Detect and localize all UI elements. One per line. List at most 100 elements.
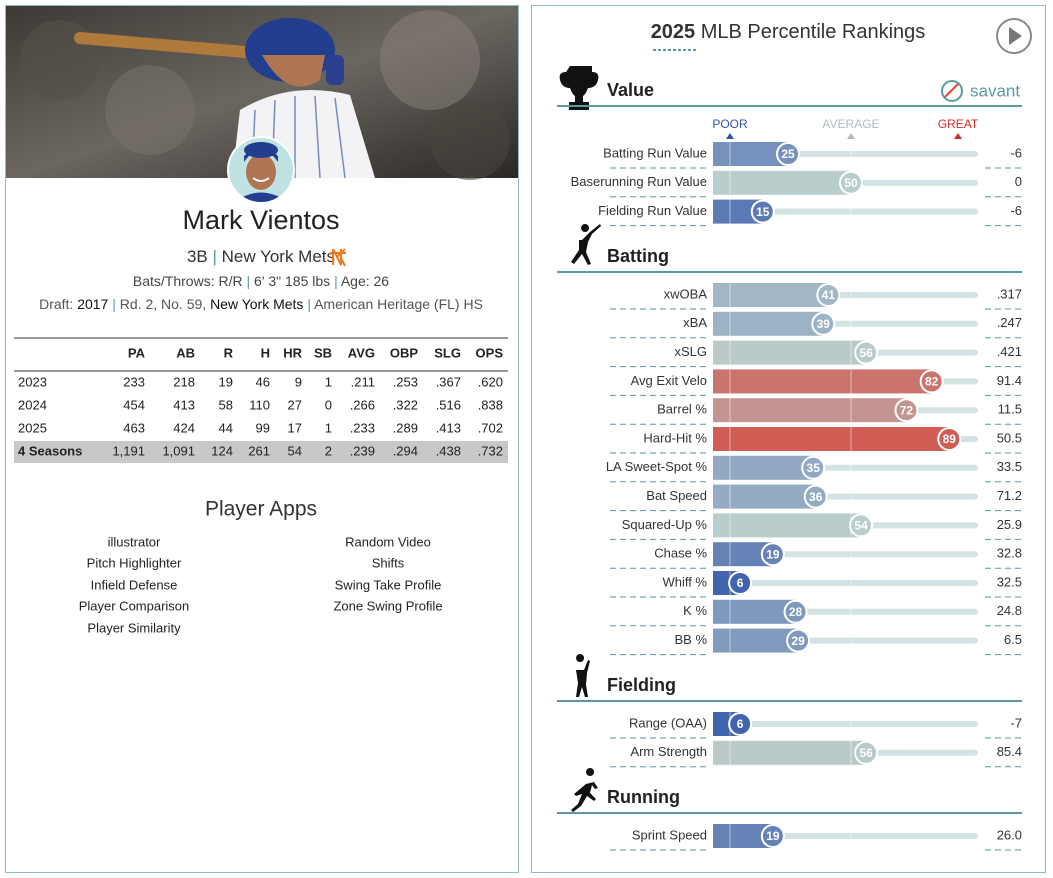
position: 3B — [187, 247, 208, 266]
stat-cell: .322 — [393, 397, 418, 412]
metric-label: LA Sweet-Spot % — [606, 459, 708, 474]
app-link[interactable]: Player Comparison — [79, 598, 190, 613]
metric-value: 33.5 — [997, 459, 1022, 474]
app-link[interactable]: illustrator — [108, 534, 161, 549]
percentile-dot — [801, 455, 826, 480]
stat-cell: 19 — [219, 374, 233, 389]
stat-cell: 27 — [288, 397, 302, 412]
percentile-bar — [713, 599, 796, 624]
stat-cell: 54 — [288, 443, 302, 458]
percentile-dot — [854, 740, 879, 765]
player-draft: Draft: 2017 | Rd. 2, No. 59, New York Me… — [39, 296, 483, 312]
section-title: Fielding — [607, 675, 676, 695]
percentile-dot — [783, 599, 808, 624]
percentile-label: 35 — [807, 461, 821, 475]
scale-label: POOR — [712, 117, 748, 131]
percentile-dot — [760, 542, 785, 567]
percentile-label: 56 — [859, 346, 873, 360]
stat-cell: .253 — [393, 374, 418, 389]
height-weight: 6' 3" 185 lbs — [254, 273, 330, 289]
percentile-dot — [919, 369, 944, 394]
column-header: HR — [283, 345, 302, 360]
column-header: AB — [176, 345, 195, 360]
stat-cell: .239 — [350, 443, 375, 458]
percentile-bar — [713, 427, 950, 451]
draft-year: 2017 — [77, 296, 108, 312]
metric-value: 32.5 — [997, 574, 1022, 589]
percentile-dot — [811, 311, 836, 336]
column-header: AVG — [348, 345, 375, 360]
column-header: SB — [314, 345, 332, 360]
stat-cell: 0 — [325, 397, 332, 412]
metric-value: 11.5 — [998, 402, 1022, 417]
percentile-label: 29 — [791, 634, 805, 648]
draft-label: Draft: — [39, 296, 73, 312]
player-name: Mark Vientos — [182, 205, 339, 235]
brand-name: savant — [970, 81, 1020, 100]
metric-label: xSLG — [674, 344, 707, 359]
percentile-dot — [786, 628, 811, 653]
percentile-dot — [760, 824, 785, 848]
separator: | — [334, 273, 338, 289]
season-label: 4 Seasons — [18, 443, 82, 458]
stat-cell: .294 — [393, 443, 418, 458]
stat-cell: 463 — [123, 420, 145, 435]
scale-label: GREAT — [938, 117, 979, 131]
stat-cell: 1 — [325, 420, 332, 435]
brand-logo-mark — [944, 83, 959, 98]
stat-cell: .438 — [436, 443, 461, 458]
scale-marker — [954, 133, 962, 139]
metric-label: BB % — [674, 632, 707, 647]
app-link[interactable]: Infield Defense — [91, 577, 178, 592]
metric-label: xwOBA — [664, 286, 708, 301]
title-year: 2025 — [651, 21, 696, 43]
season-label: 2023 — [18, 374, 47, 389]
stat-cell: .732 — [478, 443, 503, 458]
percentile-bar — [713, 484, 816, 509]
play-button[interactable] — [996, 18, 1032, 54]
metric-value: 71.2 — [997, 488, 1022, 503]
draft-pick: Rd. 2, No. 59, — [120, 296, 206, 312]
stat-cell: .211 — [351, 374, 375, 389]
stat-cell: 99 — [256, 420, 270, 435]
percentile-label: 28 — [789, 605, 803, 619]
metric-label: Hard-Hit % — [643, 430, 707, 445]
app-link[interactable]: Random Video — [345, 534, 431, 549]
percentile-rankings: Value savant POOR AVERAGE GREAT Batting Run V… — [557, 66, 1022, 851]
stat-cell: 218 — [173, 374, 195, 389]
section-icon — [559, 66, 599, 110]
metric-label: Barrel % — [657, 402, 707, 417]
stat-cell: 58 — [219, 397, 233, 412]
app-link[interactable]: Player Similarity — [87, 620, 181, 635]
stat-cell: .289 — [393, 420, 418, 435]
percentile-label: 56 — [859, 746, 873, 760]
team-logo — [330, 248, 346, 267]
percentile-label: 25 — [781, 147, 795, 161]
stat-cell: 1,091 — [162, 443, 195, 458]
app-link[interactable]: Zone Swing Profile — [333, 598, 442, 613]
section-title: Value — [607, 80, 654, 100]
percentile-dot — [816, 283, 841, 307]
percentile-label: 82 — [925, 375, 939, 389]
app-link[interactable]: Swing Take Profile — [335, 577, 442, 592]
app-link[interactable]: Pitch Highlighter — [87, 555, 182, 570]
column-header: OPS — [476, 345, 504, 360]
percentile-dot — [728, 571, 753, 595]
percentile-bar — [713, 340, 867, 365]
metric-value: 32.8 — [997, 546, 1022, 561]
metric-value: -7 — [1010, 715, 1022, 730]
metric-label: Chase % — [654, 546, 707, 561]
stat-cell: 17 — [288, 420, 302, 435]
percentile-title: 2025 MLB Percentile Rankings — [651, 21, 926, 43]
app-link[interactable]: Shifts — [372, 555, 405, 570]
section-title: Running — [607, 787, 680, 807]
metric-label: xBA — [683, 315, 707, 330]
team: New York Mets — [222, 247, 335, 266]
metric-label: K % — [683, 603, 707, 618]
metric-value: .421 — [997, 344, 1022, 359]
stat-cell: 124 — [211, 443, 233, 458]
stat-cell: 261 — [248, 443, 270, 458]
draft-school: American Heritage (FL) HS — [314, 296, 483, 312]
metric-label: Bat Speed — [646, 488, 707, 503]
